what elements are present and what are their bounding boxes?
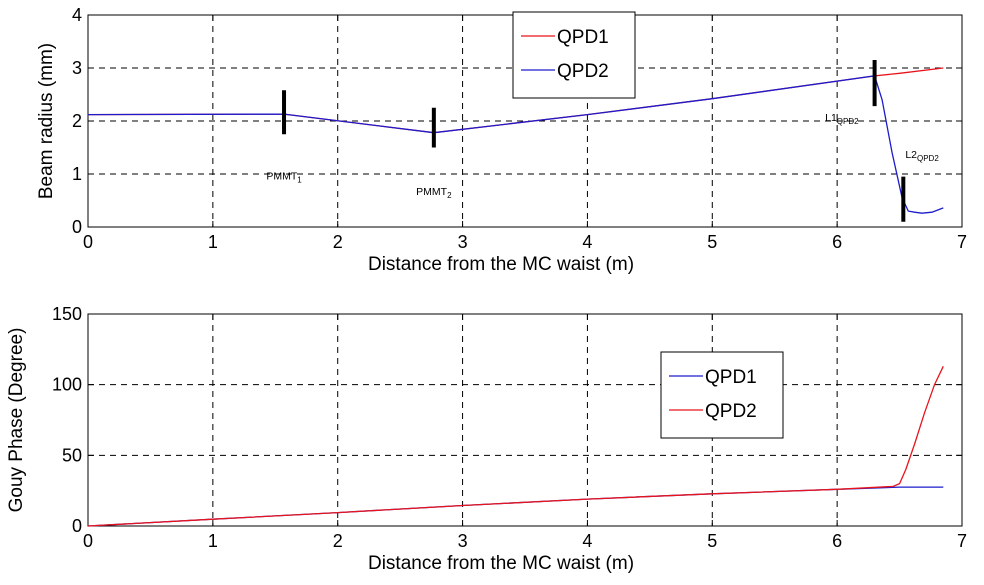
optic-marker-subscript: 1 bbox=[297, 175, 302, 184]
x-tick-label: 3 bbox=[458, 531, 468, 551]
legend-label: QPD1 bbox=[705, 367, 757, 388]
series-line-qpd2 bbox=[87, 366, 944, 527]
optic-marker-name: L2 bbox=[905, 149, 917, 161]
x-tick-label: 5 bbox=[707, 232, 717, 252]
y-tick-label: 3 bbox=[72, 58, 82, 78]
x-tick-label: 6 bbox=[832, 531, 842, 551]
x-tick-label: 4 bbox=[582, 531, 592, 551]
x-tick-label: 0 bbox=[83, 232, 93, 252]
x-axis-label: Distance from the MC waist (m) bbox=[368, 553, 634, 574]
legend-label: QPD1 bbox=[557, 27, 609, 48]
optic-marker-subscript: QPD2 bbox=[917, 154, 939, 163]
x-tick-label: 2 bbox=[333, 232, 343, 252]
optic-marker-label: PMMT1 bbox=[266, 170, 302, 184]
legend-label: QPD2 bbox=[705, 401, 757, 422]
y-tick-label: 150 bbox=[52, 304, 82, 324]
legend-box bbox=[660, 351, 784, 439]
x-tick-label: 3 bbox=[458, 232, 468, 252]
gouy-phase-panel: 0 1 2 3 4 5 6 7 0 50 100 150 Distance from the MC wa… bbox=[6, 304, 967, 574]
optic-marker-name: L1 bbox=[825, 112, 837, 124]
optic-marker-label: L2QPD2 bbox=[905, 149, 939, 163]
y-tick-label: 2 bbox=[72, 111, 82, 131]
y-tick-label: 50 bbox=[62, 445, 82, 465]
y-tick-label: 1 bbox=[72, 164, 82, 184]
x-tick-label: 1 bbox=[208, 531, 218, 551]
y-axis-label: Gouy Phase (Degree) bbox=[6, 328, 27, 513]
x-tick-label: 6 bbox=[832, 232, 842, 252]
x-tick-label: 5 bbox=[707, 531, 717, 551]
x-tick-label: 4 bbox=[582, 232, 592, 252]
optic-marker-label: PMMT2 bbox=[416, 186, 452, 200]
optic-marker-label: L1QPD2 bbox=[825, 112, 859, 126]
y-tick-label: 0 bbox=[72, 217, 82, 237]
y-tick-label: 4 bbox=[72, 5, 82, 25]
optic-marker-name: PMMT bbox=[416, 186, 447, 198]
legend-label: QPD2 bbox=[557, 61, 609, 82]
y-axis-label: Beam radius (mm) bbox=[36, 43, 57, 199]
plot-frame bbox=[87, 313, 963, 527]
optic-marker-name: PMMT bbox=[266, 170, 297, 182]
x-tick-label: 2 bbox=[333, 531, 343, 551]
series-line-qpd2 bbox=[87, 75, 944, 214]
legend-box bbox=[512, 11, 636, 99]
x-tick-label: 7 bbox=[957, 232, 967, 252]
y-tick-label: 0 bbox=[72, 516, 82, 536]
x-tick-label: 1 bbox=[208, 232, 218, 252]
optic-marker-subscript: QPD2 bbox=[837, 117, 859, 126]
optic-marker-subscript: 2 bbox=[447, 191, 452, 200]
x-axis-label: Distance from the MC waist (m) bbox=[368, 254, 634, 275]
y-tick-label: 100 bbox=[52, 375, 82, 395]
x-tick-label: 7 bbox=[957, 531, 967, 551]
x-tick-label: 0 bbox=[83, 531, 93, 551]
series-line-qpd1 bbox=[87, 486, 944, 527]
